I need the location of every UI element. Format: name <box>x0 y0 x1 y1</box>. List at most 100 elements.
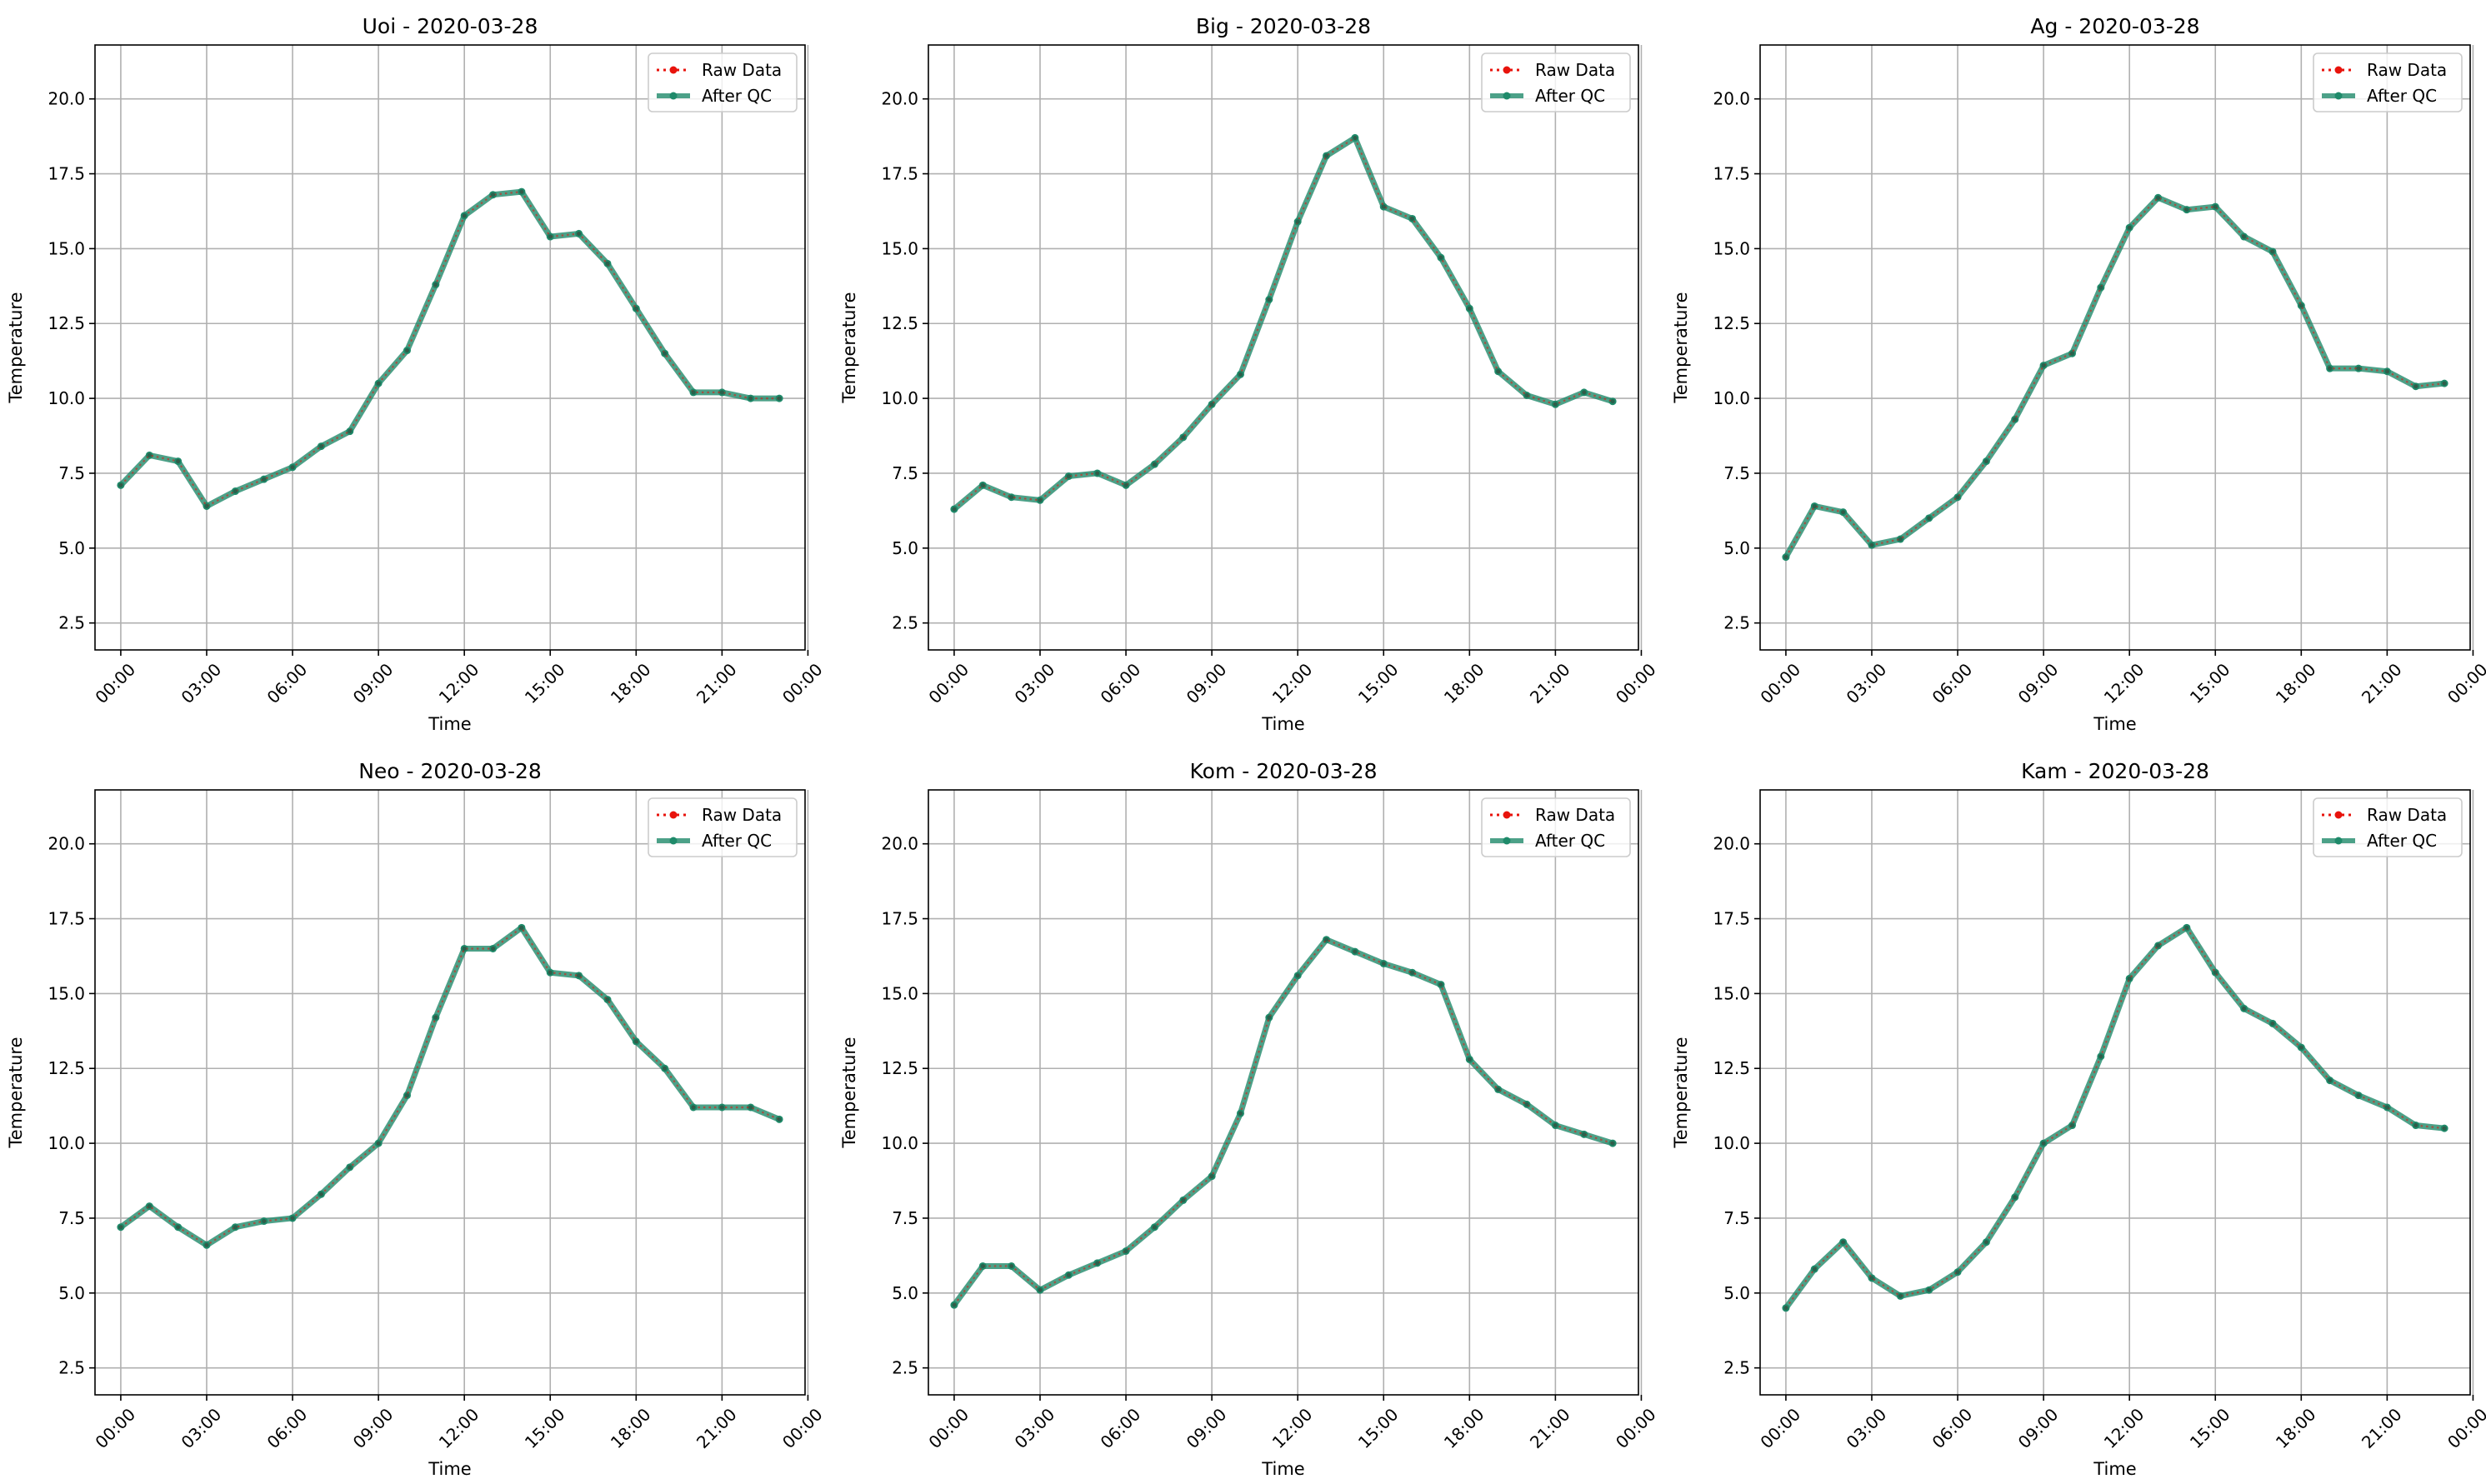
data-point-raw-data <box>1009 495 1014 500</box>
data-point-raw-data <box>1610 1141 1615 1146</box>
legend: Raw Data After QC <box>1481 797 1631 857</box>
data-point-raw-data <box>519 189 524 194</box>
data-point-raw-data <box>1209 402 1214 407</box>
data-point-raw-data <box>1038 1287 1043 1292</box>
series-line-after-qc <box>1783 924 2448 1312</box>
x-tick-label: 00:00 <box>91 1404 139 1452</box>
x-tick-label: 09:00 <box>349 1404 398 1452</box>
data-point-raw-data <box>2328 366 2333 371</box>
y-tick-label: 5.0 <box>892 1283 918 1303</box>
data-point-raw-data <box>404 347 410 353</box>
legend-marker-raw-data <box>2334 811 2343 819</box>
data-point-raw-data <box>2298 1045 2303 1050</box>
x-axis-label: Time <box>1261 1459 1304 1479</box>
data-point-raw-data <box>348 1165 353 1170</box>
data-point-raw-data <box>1467 306 1472 311</box>
chart-title: Kam - 2020-03-28 <box>2021 759 2209 783</box>
data-point-raw-data <box>1353 135 1358 141</box>
x-tick-label: 12:00 <box>1268 1404 1317 1452</box>
data-point-raw-data <box>2241 1006 2247 1011</box>
data-point-raw-data <box>2155 195 2161 200</box>
x-tick-label: 00:00 <box>1612 1404 1660 1452</box>
data-point-raw-data <box>462 946 467 952</box>
series-line-raw-data <box>1784 196 2445 558</box>
data-point-raw-data <box>1524 392 1529 398</box>
legend-marker-after-qc <box>669 92 678 100</box>
data-point-raw-data <box>719 390 724 395</box>
y-tick-label: 5.0 <box>892 538 918 558</box>
data-point-raw-data <box>1582 1132 1587 1137</box>
data-point-raw-data <box>1066 473 1071 479</box>
data-point-raw-data <box>1783 1306 1788 1311</box>
y-tick-label: 20.0 <box>1713 89 1750 109</box>
data-point-raw-data <box>290 1216 295 1221</box>
data-point-raw-data <box>1066 1272 1071 1277</box>
legend-marker-raw-data <box>669 66 678 74</box>
y-tick-label: 2.5 <box>1723 1358 1750 1378</box>
y-tick-label: 12.5 <box>881 1058 918 1078</box>
data-point-raw-data <box>1009 1263 1014 1269</box>
y-tick-label: 17.5 <box>881 909 918 929</box>
data-point-raw-data <box>1496 369 1501 374</box>
x-axis-label: Time <box>2093 714 2136 734</box>
data-point-raw-data <box>1869 1276 1874 1281</box>
data-point-raw-data <box>777 1117 782 1122</box>
x-tick-label: 06:00 <box>1097 1404 1145 1452</box>
y-tick-label: 10.0 <box>1713 388 1750 408</box>
data-point-raw-data <box>576 231 582 237</box>
y-tick-label: 7.5 <box>1723 463 1750 483</box>
data-point-raw-data <box>1955 495 1960 500</box>
x-tick-label: 06:00 <box>263 1404 312 1452</box>
data-point-raw-data <box>1983 1240 1989 1245</box>
data-point-raw-data <box>1927 516 1932 521</box>
data-point-raw-data <box>548 970 553 975</box>
x-tick-label: 03:00 <box>1011 659 1059 707</box>
data-point-raw-data <box>1841 510 1846 515</box>
data-point-raw-data <box>1238 1111 1243 1116</box>
series-line-raw-data <box>953 938 1613 1306</box>
y-tick-label: 5.0 <box>1723 538 1750 558</box>
legend-marker-raw-data <box>1503 66 1511 74</box>
y-axis-label: Temperature <box>6 292 26 403</box>
y-tick-label: 2.5 <box>892 613 918 633</box>
x-tick-label: 09:00 <box>2014 1404 2063 1452</box>
legend: Raw Data After QC <box>2313 797 2463 857</box>
legend: Raw Data After QC <box>2313 52 2463 112</box>
chart-panel: 2.5 5.0 7.5 10.0 12.5 15.0 17.5 20.0 00:00 03:00 0… <box>1671 759 2486 1479</box>
y-tick-label: 17.5 <box>48 909 85 929</box>
y-tick-label: 12.5 <box>881 313 918 333</box>
data-point-raw-data <box>663 351 668 356</box>
chart-panel: 2.5 5.0 7.5 10.0 12.5 15.0 17.5 20.0 00:00 03:00 0… <box>839 759 1660 1479</box>
x-tick-label: 18:00 <box>607 1404 655 1452</box>
chart-title: Uoi - 2020-03-28 <box>363 14 538 38</box>
x-tick-label: 00:00 <box>924 659 973 707</box>
x-tick-label: 12:00 <box>435 1404 483 1452</box>
data-point-raw-data <box>1323 937 1329 942</box>
data-point-raw-data <box>1181 1197 1186 1202</box>
x-tick-label: 00:00 <box>1612 659 1660 707</box>
data-point-raw-data <box>204 503 209 509</box>
chart-panel: 2.5 5.0 7.5 10.0 12.5 15.0 17.5 20.0 00:00 03:00 0… <box>6 759 827 1479</box>
data-point-raw-data <box>1409 970 1415 975</box>
x-tick-label: 03:00 <box>1843 1404 1891 1452</box>
data-point-raw-data <box>290 465 295 470</box>
data-point-raw-data <box>1496 1087 1501 1092</box>
x-tick-label: 03:00 <box>1843 659 1891 707</box>
y-tick-label: 15.0 <box>881 238 918 258</box>
data-point-raw-data <box>2069 1122 2075 1128</box>
data-point-raw-data <box>1152 1225 1158 1230</box>
x-tick-label: 06:00 <box>1928 659 1977 707</box>
data-point-raw-data <box>576 973 582 978</box>
data-point-raw-data <box>262 1218 267 1224</box>
y-tick-label: 2.5 <box>58 613 85 633</box>
y-tick-label: 15.0 <box>48 238 85 258</box>
data-point-raw-data <box>691 390 696 395</box>
series-line-raw-data <box>120 190 780 507</box>
data-point-raw-data <box>2213 970 2218 975</box>
data-point-raw-data <box>1409 216 1415 222</box>
y-tick-label: 12.5 <box>1713 313 1750 333</box>
data-point-raw-data <box>404 1092 410 1098</box>
x-tick-label: 15:00 <box>1354 659 1403 707</box>
data-point-raw-data <box>1927 1287 1932 1292</box>
data-point-raw-data <box>1181 435 1186 440</box>
